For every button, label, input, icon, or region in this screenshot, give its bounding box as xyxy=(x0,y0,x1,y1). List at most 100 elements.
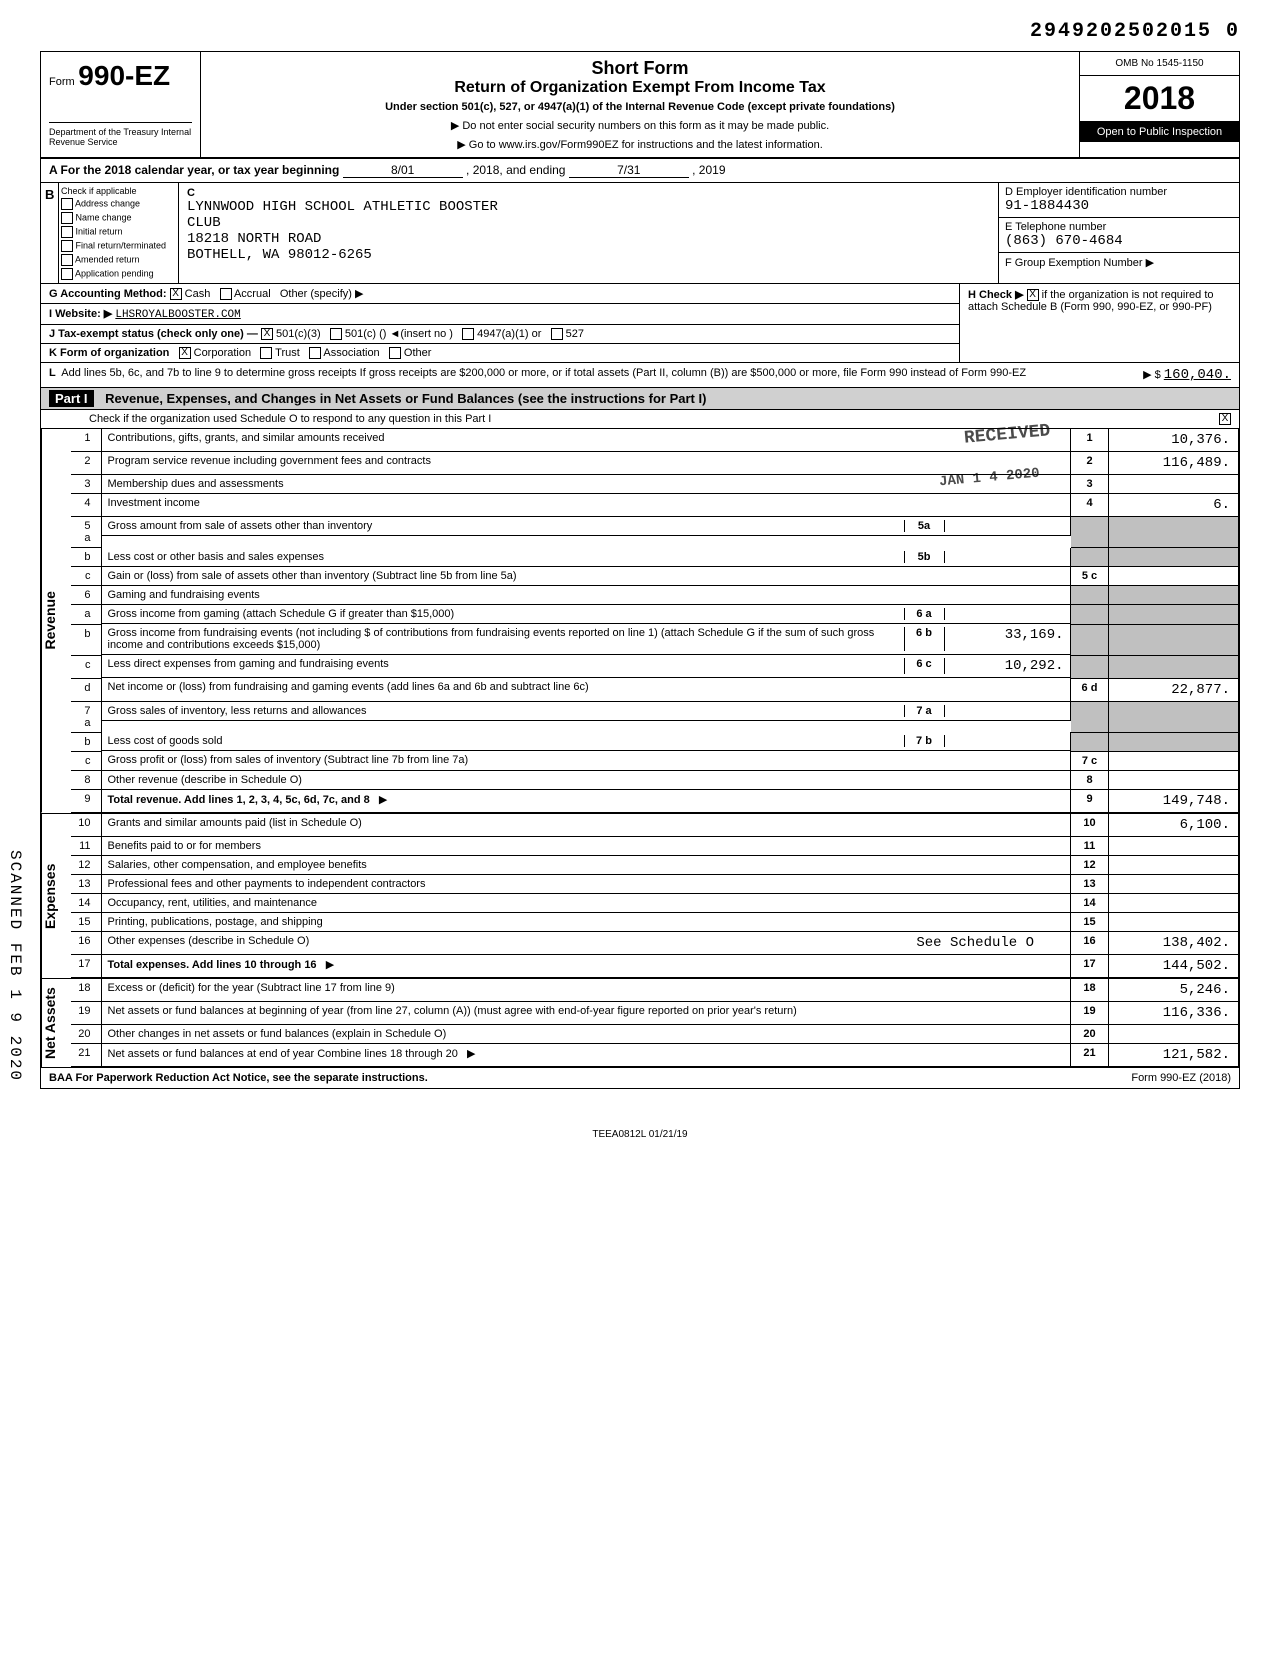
line-num: 7 a xyxy=(71,701,101,732)
line-a-mid: , 2018, and ending xyxy=(466,163,565,177)
amount-shade xyxy=(1109,655,1239,678)
box-num: 19 xyxy=(1071,1001,1109,1024)
check-501c3[interactable]: X xyxy=(261,328,273,340)
check-527[interactable] xyxy=(551,328,563,340)
document-number: 2949202502015 0 xyxy=(40,20,1240,43)
sub-amount xyxy=(944,551,1064,563)
sub-amount xyxy=(944,520,1064,532)
gross-receipts-value: 160,040. xyxy=(1164,367,1231,383)
501c3-label: 501(c)(3) xyxy=(276,328,321,340)
amount-shade xyxy=(1109,624,1239,655)
line-h: H Check ▶ X if the organization is not r… xyxy=(959,284,1239,362)
line-desc: Gross profit or (loss) from sales of inv… xyxy=(101,751,1071,770)
check-address-change[interactable]: Address change xyxy=(61,197,176,211)
table-row: 11Benefits paid to or for members11 xyxy=(71,836,1239,855)
box-shade xyxy=(1071,732,1109,751)
check-schedule-b[interactable]: X xyxy=(1027,289,1039,301)
check-corporation[interactable]: X xyxy=(179,347,191,359)
check-501c[interactable] xyxy=(330,328,342,340)
check-association[interactable] xyxy=(309,347,321,359)
check-schedule-o[interactable]: X xyxy=(1219,413,1231,425)
amount: 6. xyxy=(1109,494,1239,517)
line-desc: Gross income from gaming (attach Schedul… xyxy=(102,605,1071,624)
check-accrual[interactable] xyxy=(220,288,232,300)
line-k: K Form of organization X Corporation Tru… xyxy=(41,344,959,362)
trust-label: Trust xyxy=(275,347,300,359)
table-row: 5 a Gross amount from sale of assets oth… xyxy=(71,517,1239,548)
table-row: 15Printing, publications, postage, and s… xyxy=(71,912,1239,931)
table-row: 1 Contributions, gifts, grants, and simi… xyxy=(71,429,1239,452)
check-application-pending[interactable]: Application pending xyxy=(61,267,176,281)
check-trust[interactable] xyxy=(260,347,272,359)
line-l-label: L xyxy=(49,367,56,379)
footer-right: Form 990-EZ (2018) xyxy=(1131,1072,1231,1084)
block-b-checks: Check if applicable Address change Name … xyxy=(59,183,179,283)
line-num: 4 xyxy=(71,494,101,517)
cash-label: Cash xyxy=(185,288,211,300)
ein-value: 91-1884430 xyxy=(1005,198,1233,214)
table-row: b Less cost or other basis and sales exp… xyxy=(71,548,1239,567)
sub-box: 7 a xyxy=(904,705,944,717)
sub-box: 7 b xyxy=(904,735,944,747)
box-num: 8 xyxy=(1071,770,1109,789)
table-row: 2 Program service revenue including gove… xyxy=(71,452,1239,475)
line-num: 21 xyxy=(71,1043,101,1066)
line-desc: Excess or (deficit) for the year (Subtra… xyxy=(101,979,1071,1002)
website-value: LHSROYALBOOSTER.COM xyxy=(115,309,240,321)
amount xyxy=(1109,1024,1239,1043)
table-row: 16Other expenses (describe in Schedule O… xyxy=(71,931,1239,954)
line-i-label: I Website: ▶ xyxy=(49,308,112,320)
table-row: c Gross profit or (loss) from sales of i… xyxy=(71,751,1239,770)
block-d: D Employer identification number 91-1884… xyxy=(999,183,1239,218)
org-addr-1: 18218 NORTH ROAD xyxy=(187,231,990,247)
org-name-2: CLUB xyxy=(187,215,990,231)
box-num: 15 xyxy=(1071,912,1109,931)
line-a: A For the 2018 calendar year, or tax yea… xyxy=(40,159,1240,183)
form-note1: ▶ Do not enter social security numbers o… xyxy=(211,119,1069,132)
line-num: a xyxy=(71,605,101,625)
box-num: 21 xyxy=(1071,1043,1109,1066)
block-def: D Employer identification number 91-1884… xyxy=(999,183,1239,283)
tax-year-begin: 8/01 xyxy=(343,163,463,178)
check-4947[interactable] xyxy=(462,328,474,340)
line-num: c xyxy=(71,567,101,586)
check-name-change[interactable]: Name change xyxy=(61,211,176,225)
amount-shade xyxy=(1109,605,1239,625)
501c-insert: ) ◄(insert no ) xyxy=(383,328,453,340)
check-cash[interactable]: X xyxy=(170,288,182,300)
table-row: 14Occupancy, rent, utilities, and mainte… xyxy=(71,893,1239,912)
table-row: 17Total expenses. Add lines 10 through 1… xyxy=(71,954,1239,977)
corporation-label: Corporation xyxy=(194,347,251,359)
amount: 5,246. xyxy=(1109,979,1239,1002)
sub-box: 6 c xyxy=(904,658,944,674)
block-f: F Group Exemption Number ▶ xyxy=(999,253,1239,272)
check-other-org[interactable] xyxy=(389,347,401,359)
box-num: 7 c xyxy=(1071,751,1109,770)
amount xyxy=(1109,751,1239,770)
revenue-table: 1 Contributions, gifts, grants, and simi… xyxy=(71,429,1239,813)
line-num: 19 xyxy=(71,1001,101,1024)
check-amended-return[interactable]: Amended return xyxy=(61,253,176,267)
box-shade xyxy=(1071,701,1109,732)
sub-amount: 10,292. xyxy=(944,658,1064,674)
line-desc: Gross sales of inventory, less returns a… xyxy=(102,702,1071,721)
check-initial-return[interactable]: Initial return xyxy=(61,225,176,239)
table-row: 12Salaries, other compensation, and empl… xyxy=(71,855,1239,874)
check-final-return[interactable]: Final return/terminated xyxy=(61,239,176,253)
box-shade xyxy=(1071,655,1109,678)
line-desc: Other revenue (describe in Schedule O) xyxy=(101,770,1071,789)
table-row: 21Net assets or fund balances at end of … xyxy=(71,1043,1239,1066)
footer: BAA For Paperwork Reduction Act Notice, … xyxy=(40,1068,1240,1089)
other-org-label: Other xyxy=(404,347,432,359)
line-num: 10 xyxy=(71,814,101,837)
see-schedule-o: See Schedule O xyxy=(916,935,1034,951)
amount xyxy=(1109,893,1239,912)
part1-check-text: Check if the organization used Schedule … xyxy=(89,413,491,425)
header-center: Short Form Return of Organization Exempt… xyxy=(201,52,1079,157)
ghijk-left: G Accounting Method: X Cash Accrual Othe… xyxy=(41,284,959,362)
block-c: C LYNNWOOD HIGH SCHOOL ATHLETIC BOOSTER … xyxy=(179,183,999,283)
block-e-label: E Telephone number xyxy=(1005,221,1233,233)
part1-check-row: Check if the organization used Schedule … xyxy=(40,410,1240,429)
amount xyxy=(1109,567,1239,586)
amount xyxy=(1109,770,1239,789)
